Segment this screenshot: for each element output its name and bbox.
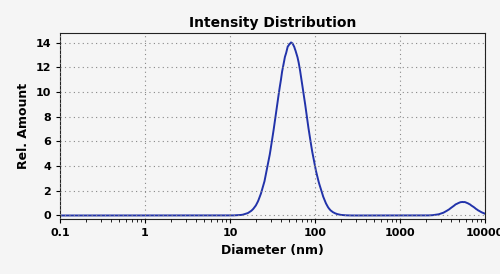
Title: Intensity Distribution: Intensity Distribution xyxy=(189,16,356,30)
Y-axis label: Rel. Amount: Rel. Amount xyxy=(17,83,30,169)
X-axis label: Diameter (nm): Diameter (nm) xyxy=(221,244,324,257)
